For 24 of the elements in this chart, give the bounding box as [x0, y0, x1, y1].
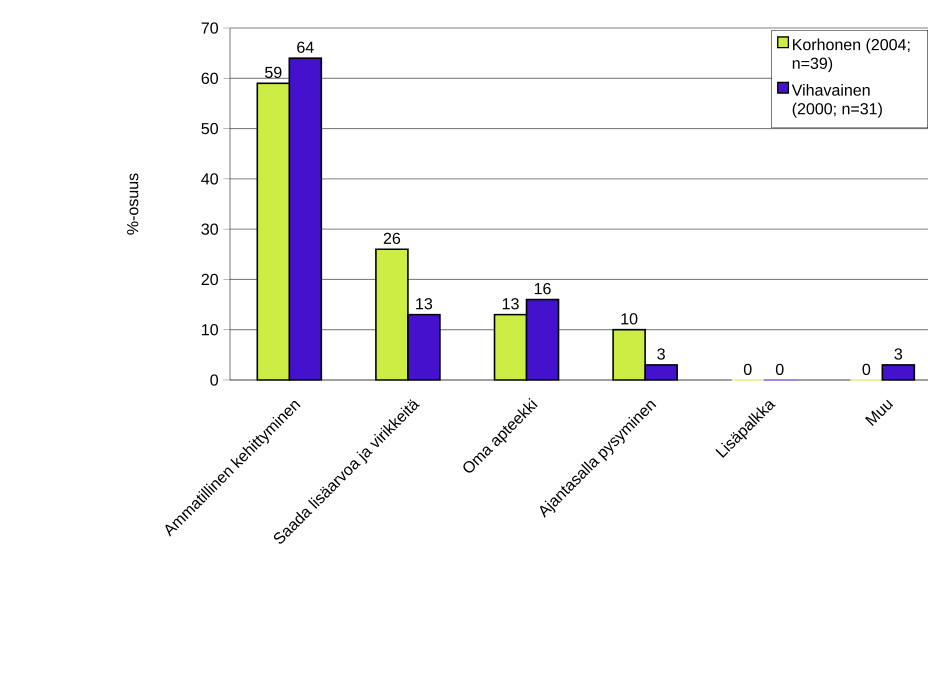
legend-label: Vihavainen (2000; n=31): [792, 84, 882, 118]
y-tick-label: 30: [201, 223, 218, 235]
y-tick-label: 20: [202, 274, 218, 286]
y-tick-label: 40: [201, 173, 218, 185]
data-label: 3: [657, 348, 665, 360]
y-tick-label: 0: [210, 374, 218, 386]
data-label: 0: [744, 364, 752, 376]
data-label: 0: [862, 364, 870, 376]
y-tick-label: 60: [202, 72, 218, 84]
data-label: 13: [502, 298, 519, 310]
data-label: 64: [297, 42, 314, 53]
y-tick-label: 10: [202, 324, 218, 336]
data-label: 16: [534, 282, 551, 294]
y-tick-label: 50: [201, 122, 218, 134]
y-axis-title: %-osuus: [127, 173, 138, 235]
data-label: 3: [894, 348, 902, 360]
data-label: 26: [384, 232, 400, 244]
data-label: 59: [265, 66, 282, 78]
legend-label: Korhonen (2004; n=39): [792, 38, 910, 72]
data-label: 0: [776, 364, 784, 376]
data-label: 13: [416, 298, 432, 310]
y-tick-label: 70: [202, 22, 218, 34]
data-label: 10: [621, 313, 638, 324]
x-tick-label: Muu: [865, 400, 894, 426]
